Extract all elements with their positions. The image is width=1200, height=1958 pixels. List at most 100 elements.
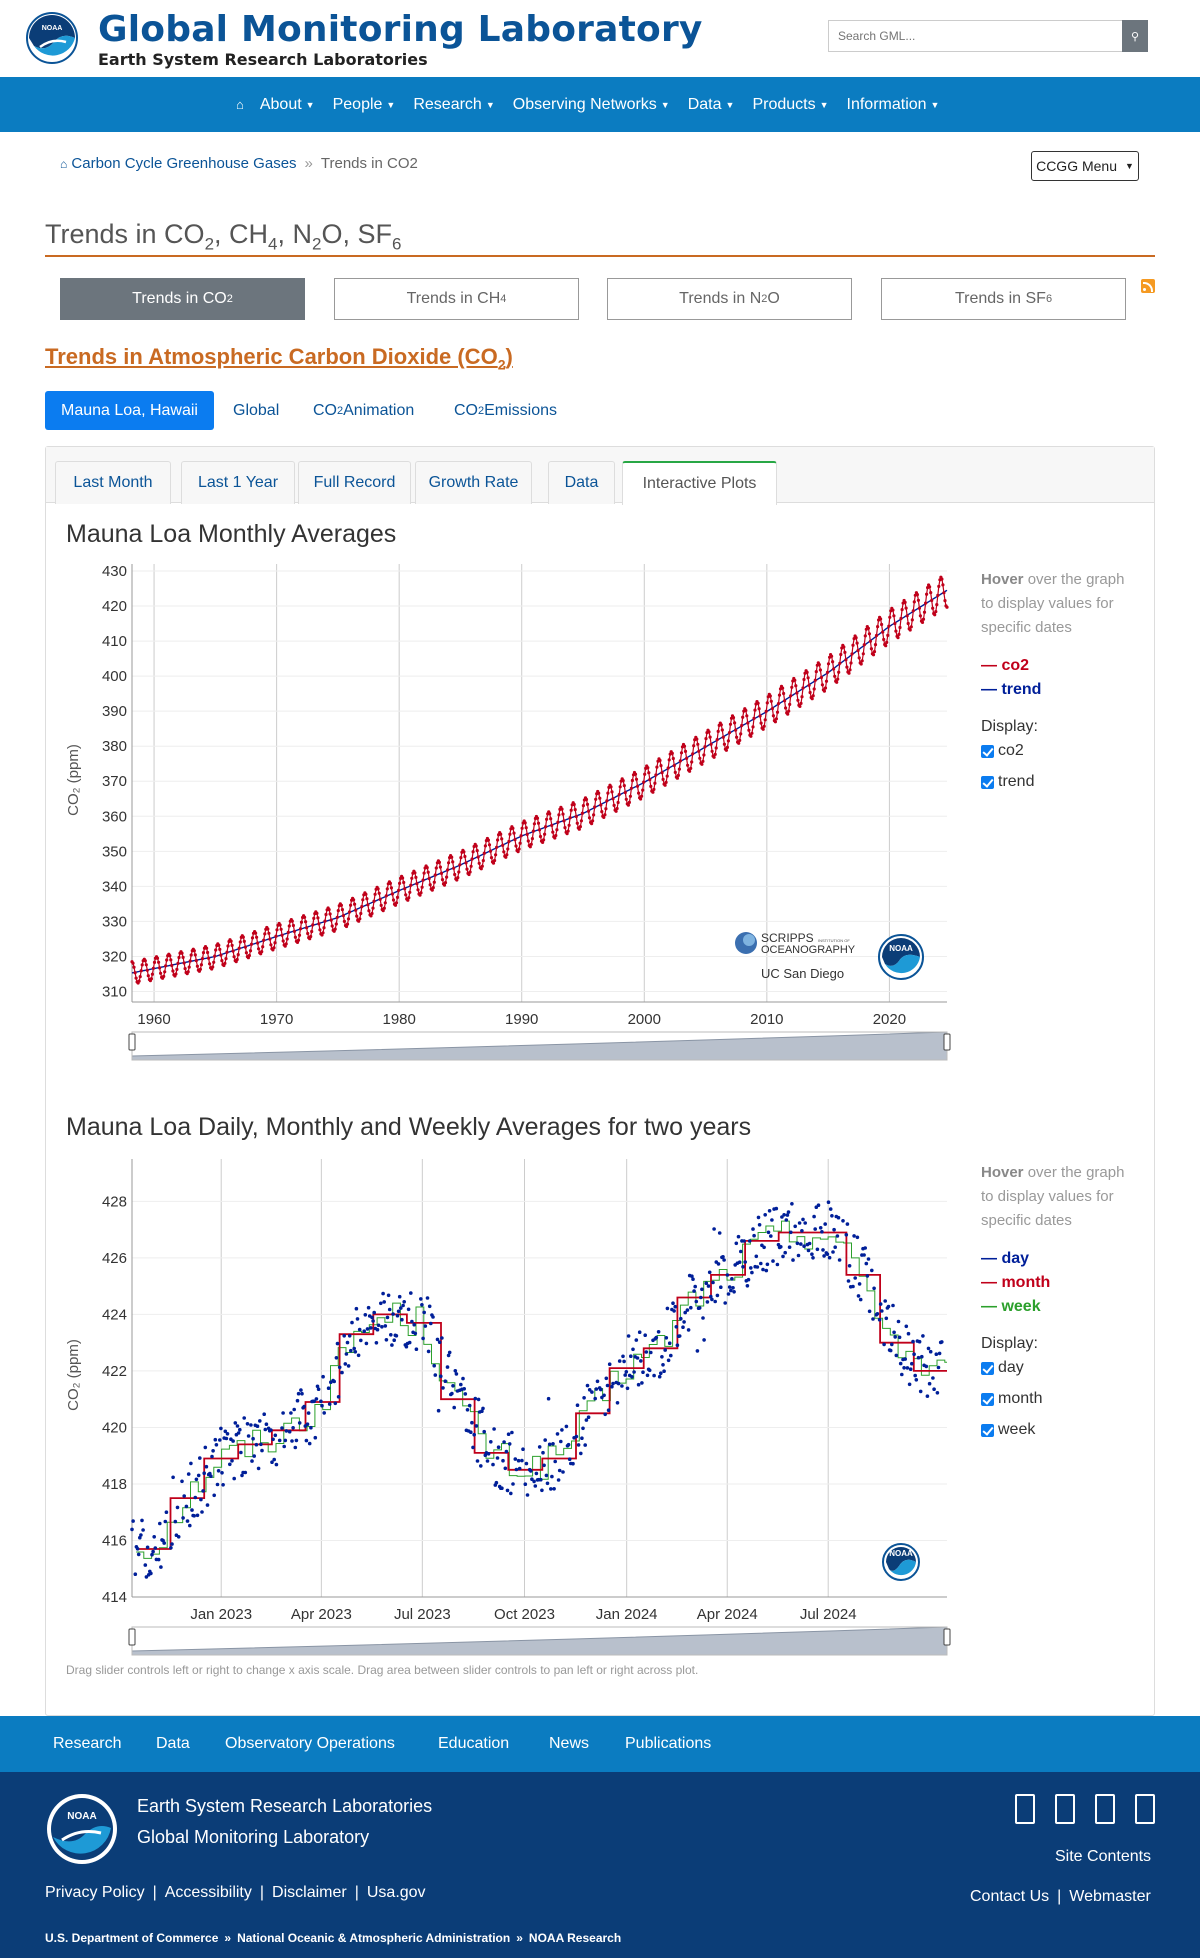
day-point	[394, 1334, 399, 1338]
day-point	[644, 1350, 649, 1354]
day-point	[486, 1452, 491, 1456]
checkbox-trend[interactable]: trend	[981, 771, 1131, 793]
webmaster-link[interactable]: Webmaster	[1069, 1888, 1151, 1905]
instagram-icon[interactable]	[1135, 1794, 1155, 1824]
footer-link-accessibility[interactable]: Accessibility	[164, 1884, 252, 1901]
home-icon[interactable]: ⌂	[236, 97, 244, 112]
site-title[interactable]: Global Monitoring Laboratory	[98, 9, 703, 50]
day-point	[803, 1221, 807, 1225]
tab-trends-ch4[interactable]: Trends in CH 4	[334, 278, 579, 320]
day-point	[555, 1432, 560, 1436]
tab-growth-rate[interactable]: Growth Rate	[415, 461, 532, 504]
nav-item-people[interactable]: People ▼	[333, 96, 396, 114]
nav-item-products[interactable]: Products ▼	[752, 96, 828, 114]
co2-point	[611, 797, 615, 801]
rss-icon[interactable]	[1141, 279, 1155, 293]
day-point	[322, 1411, 327, 1415]
section-heading[interactable]: Trends in Atmospheric Carbon Dioxide (CO…	[45, 344, 513, 373]
pill-mauna-loa[interactable]: Mauna Loa, Hawaii	[45, 391, 214, 430]
co2-point	[505, 853, 509, 857]
co2-point	[354, 908, 358, 912]
tab-last-1-year[interactable]: Last 1 Year	[181, 461, 295, 504]
day-point	[491, 1462, 495, 1467]
site-contents-link[interactable]: Site Contents	[1055, 1848, 1152, 1865]
day-point	[409, 1291, 413, 1295]
day-point	[224, 1436, 229, 1441]
checkbox-icon[interactable]	[981, 775, 994, 789]
tab-last-month[interactable]: Last Month	[55, 461, 171, 504]
checkbox-day[interactable]: day	[981, 1357, 1131, 1379]
day-point	[321, 1374, 325, 1379]
co2-point	[874, 633, 879, 638]
range-slider-left-handle[interactable]	[128, 1033, 136, 1051]
twitter-icon[interactable]	[1055, 1794, 1075, 1824]
y-tick-label: 310	[102, 983, 127, 1000]
co2-point	[231, 949, 235, 953]
breadcrumb-home-link[interactable]: ⌂ Carbon Cycle Greenhouse Gases	[60, 155, 297, 172]
footer-nav-publications[interactable]: Publications	[625, 1735, 712, 1752]
footer-noaa-logo[interactable]: NOAA	[45, 1792, 119, 1866]
footer-nav-research[interactable]: Research	[53, 1735, 122, 1752]
co2-point	[304, 920, 308, 924]
range-slider-right-handle[interactable]	[943, 1033, 951, 1051]
nav-item-about[interactable]: About ▼	[260, 96, 315, 114]
co2-point	[658, 758, 662, 763]
nav-item-information[interactable]: Information ▼	[847, 96, 940, 114]
search-button[interactable]: ⚲	[1122, 20, 1148, 52]
co2-point	[807, 683, 811, 687]
day-point	[144, 1575, 149, 1579]
ccgg-menu-button[interactable]: CCGG Menu ▼	[1031, 151, 1139, 181]
day-point	[203, 1445, 208, 1450]
youtube-icon[interactable]	[1095, 1794, 1115, 1824]
noaa-logo[interactable]: NOAA	[26, 12, 78, 64]
nav-item-observing-networks[interactable]: Observing Networks ▼	[513, 96, 670, 114]
footer-crumb-research[interactable]: NOAA Research	[528, 1931, 622, 1945]
range-slider-left-handle[interactable]	[128, 1628, 136, 1646]
footer-nav-education[interactable]: Education	[438, 1735, 510, 1752]
contact-us-link[interactable]: Contact Us	[970, 1888, 1050, 1905]
footer-crumb-noaa[interactable]: National Oceanic & Atmospheric Administr…	[237, 1931, 511, 1945]
co2-point	[159, 971, 163, 975]
tab-full-record[interactable]: Full Record	[298, 461, 411, 504]
nav-item-data[interactable]: Data ▼	[688, 96, 735, 114]
footer-nav-observatory-operations[interactable]: Observatory Operations	[225, 1735, 395, 1752]
checkbox-co2[interactable]: co2	[981, 740, 1131, 762]
co2-point	[922, 610, 927, 614]
co2-point	[501, 843, 505, 847]
footer-org-esrl[interactable]: Earth System Research Laboratories	[137, 1796, 433, 1816]
day-point	[529, 1469, 533, 1473]
co2-point	[888, 615, 892, 619]
footer-link-disclaimer[interactable]: Disclaimer	[272, 1884, 347, 1901]
checkbox-icon[interactable]	[981, 1423, 994, 1437]
checkbox-icon[interactable]	[981, 1361, 994, 1375]
facebook-icon[interactable]	[1015, 1794, 1035, 1824]
co2-point	[198, 967, 202, 971]
checkbox-week[interactable]: week	[981, 1419, 1131, 1441]
footer-nav-data[interactable]: Data	[156, 1735, 190, 1752]
co2-point	[749, 734, 753, 738]
pill-co2-animation[interactable]: CO 2 Animation	[313, 401, 415, 419]
footer-crumb-doc[interactable]: U.S. Department of Commerce	[45, 1931, 219, 1945]
co2-point	[585, 802, 590, 806]
footer-nav-news[interactable]: News	[549, 1735, 590, 1752]
tab-data[interactable]: Data	[548, 461, 615, 504]
range-slider-right-handle[interactable]	[943, 1628, 951, 1646]
checkbox-icon[interactable]	[981, 1392, 994, 1406]
footer-link-usagov[interactable]: Usa.gov	[366, 1884, 426, 1901]
nav-item-research[interactable]: Research ▼	[413, 96, 494, 114]
checkbox-icon[interactable]	[981, 744, 994, 758]
monthly-averages-chart[interactable]: 310 320 330 340 350 360 370 380 390 400 410 420 430 1…	[60, 560, 960, 1070]
footer-org-gml[interactable]: Global Monitoring Laboratory	[137, 1827, 370, 1847]
footer-link-privacy[interactable]: Privacy Policy	[45, 1884, 145, 1901]
pill-global[interactable]: Global	[233, 401, 280, 419]
day-point	[429, 1321, 433, 1326]
checkbox-month[interactable]: month	[981, 1388, 1131, 1410]
two-year-averages-chart[interactable]: 414 416 418 420 422 424 426 428 Jan 2023 Apr 2023…	[60, 1155, 960, 1665]
tab-trends-co2[interactable]: Trends in CO 2	[60, 278, 305, 320]
tab-interactive-plots[interactable]: Interactive Plots	[622, 461, 777, 505]
co2-point	[383, 901, 387, 905]
search-input[interactable]	[829, 21, 1119, 51]
pill-co2-emissions[interactable]: CO 2 Emissions	[454, 401, 558, 419]
tab-trends-sf6[interactable]: Trends in SF 6	[881, 278, 1126, 320]
